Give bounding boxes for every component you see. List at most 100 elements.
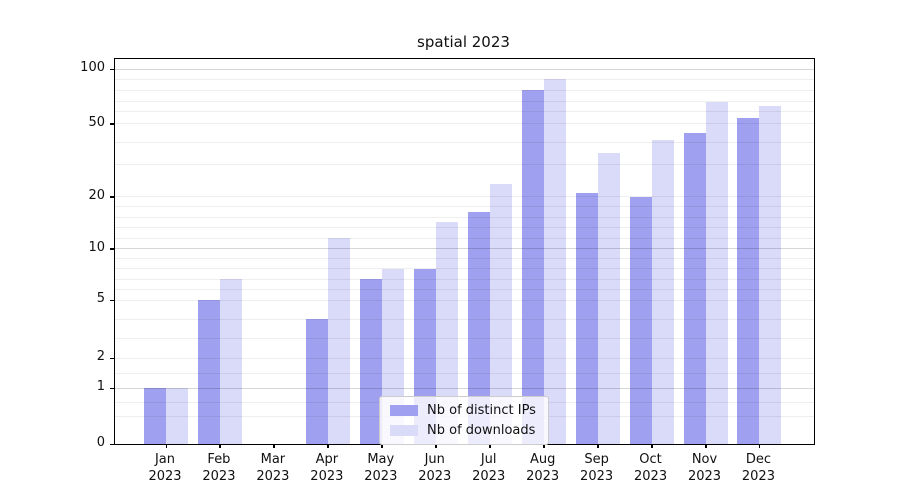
x-tick-month: Jun	[424, 452, 445, 467]
legend-label: Nb of downloads	[427, 423, 536, 438]
x-tick-month: Nov	[691, 452, 718, 467]
x-tick-year: 2023	[364, 469, 398, 484]
gridline-minor	[115, 338, 814, 339]
y-tick-mark	[110, 68, 114, 70]
x-tick-month: Oct	[639, 452, 662, 467]
x-tick-mark	[273, 444, 275, 448]
gridline-major	[115, 248, 814, 249]
bar-oct-downloads	[651, 140, 674, 444]
y-tick-mark	[110, 387, 114, 389]
legend-entry: Nb of distinct IPs	[390, 403, 536, 418]
x-tick-year: 2023	[580, 469, 614, 484]
plot-area: Nb of distinct IPs Nb of downloads	[110, 58, 815, 448]
x-tick-mark	[165, 444, 167, 448]
y-tick-label-5: 5	[96, 291, 105, 306]
gridline-minor	[115, 268, 814, 269]
x-tick-label-aug: Aug 2023	[513, 451, 573, 485]
legend-label: Nb of distinct IPs	[427, 403, 536, 418]
gridline-minor	[115, 100, 814, 102]
bars-layer	[115, 59, 814, 444]
x-tick-label-apr: Apr 2023	[297, 451, 357, 485]
y-tick-mark	[110, 443, 114, 445]
x-tick-year: 2023	[472, 469, 506, 484]
bar-dec-ips	[737, 117, 760, 444]
gridline-minor	[115, 278, 814, 280]
y-tick-mark	[110, 196, 114, 198]
y-tick-label-50: 50	[88, 114, 105, 130]
bar-feb-ips	[197, 300, 220, 444]
x-tick-month: Sep	[584, 452, 609, 467]
gridline-minor	[115, 111, 814, 113]
grid-layer	[115, 59, 814, 444]
x-tick-label-feb: Feb 2023	[189, 451, 249, 485]
legend-swatch-icon	[390, 405, 418, 416]
x-tick-mark	[597, 444, 599, 448]
x-tick-month: Aug	[529, 452, 556, 467]
x-tick-month: Apr	[315, 452, 339, 467]
bar-aug-ips	[521, 90, 544, 444]
gridline-minor	[115, 89, 814, 91]
bar-sep-downloads	[597, 153, 620, 444]
x-tick-mark	[705, 444, 707, 448]
x-tick-mark	[758, 444, 761, 448]
bar-sep-ips	[575, 193, 598, 444]
x-tick-mark	[327, 444, 329, 448]
bar-jan-ips	[144, 388, 166, 444]
bar-aug-downloads	[543, 79, 566, 444]
gridline-minor	[115, 257, 814, 259]
x-tick-month: Jul	[480, 452, 497, 467]
x-tick-year: 2023	[687, 469, 722, 484]
x-tick-year: 2023	[418, 469, 452, 484]
x-tick-year: 2023	[202, 469, 236, 484]
x-tick-year: 2023	[634, 469, 668, 484]
x-tick-year: 2023	[310, 469, 344, 484]
gridline-major	[115, 68, 814, 70]
gridline-minor	[115, 227, 814, 228]
y-tick-mark	[110, 123, 114, 125]
x-tick-label-jun: Jun 2023	[405, 451, 465, 485]
y-tick-label-10: 10	[88, 239, 105, 255]
x-tick-month: Feb	[207, 452, 231, 467]
bar-nov-downloads	[705, 102, 728, 444]
x-tick-month: Jan	[154, 452, 176, 467]
y-tick-label-100: 100	[80, 60, 105, 75]
bar-dec-downloads	[759, 106, 782, 444]
gridline-minor	[115, 372, 814, 374]
chart-title: spatial 2023	[417, 33, 510, 51]
bar-apr-downloads	[327, 238, 350, 444]
gridline-minor	[115, 196, 814, 197]
bar-apr-ips	[305, 319, 328, 444]
y-tick-label-1: 1	[96, 379, 105, 394]
x-tick-year: 2023	[526, 469, 560, 484]
y-tick-mark	[110, 357, 114, 359]
bar-feb-downloads	[219, 279, 242, 444]
gridline-minor	[115, 289, 814, 290]
x-tick-year: 2023	[741, 469, 775, 484]
x-tick-mark	[219, 444, 221, 448]
bar-nov-ips	[683, 132, 706, 444]
legend: Nb of distinct IPs Nb of downloads	[379, 396, 549, 445]
gridline-minor	[115, 237, 814, 239]
legend-entry: Nb of downloads	[390, 423, 536, 438]
x-tick-label-jul: Jul 2023	[459, 451, 519, 485]
bar-oct-ips	[629, 196, 652, 444]
x-tick-mark	[651, 444, 653, 448]
gridline-minor	[115, 206, 814, 207]
x-tick-label-mar: Mar 2023	[243, 451, 303, 485]
gridline-minor	[115, 318, 814, 320]
x-tick-year: 2023	[256, 469, 290, 484]
x-tick-label-nov: Nov 2023	[675, 451, 735, 485]
tick-layer	[110, 59, 814, 448]
gridline-minor	[115, 78, 814, 80]
x-tick-year: 2023	[148, 469, 182, 484]
gridline-minor	[115, 141, 814, 143]
y-tick-mark	[110, 299, 114, 301]
gridline-minor	[115, 216, 814, 218]
x-tick-label-oct: Oct 2023	[621, 451, 681, 485]
x-tick-month: Mar	[260, 452, 286, 467]
x-tick-month: May	[367, 452, 395, 467]
x-tick-label-dec: Dec 2023	[728, 451, 788, 485]
y-tick-mark	[110, 248, 114, 250]
x-tick-label-jan: Jan 2023	[135, 451, 195, 485]
